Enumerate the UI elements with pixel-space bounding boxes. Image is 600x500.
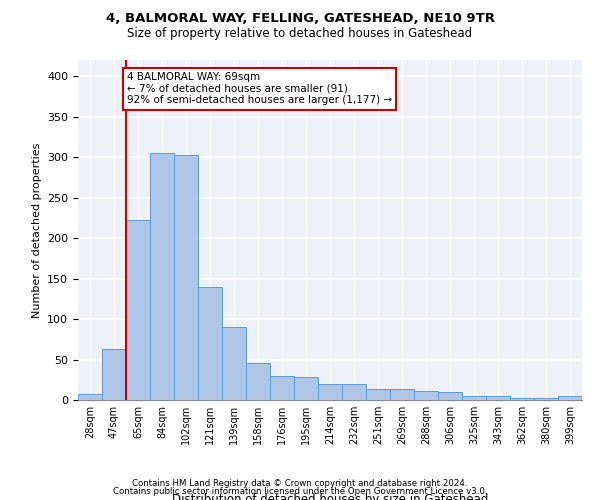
X-axis label: Distribution of detached houses by size in Gateshead: Distribution of detached houses by size …	[172, 493, 488, 500]
Y-axis label: Number of detached properties: Number of detached properties	[32, 142, 41, 318]
Bar	[78, 394, 102, 400]
Bar	[390, 388, 414, 400]
Bar	[150, 153, 174, 400]
Text: 4 BALMORAL WAY: 69sqm
← 7% of detached houses are smaller (91)
92% of semi-detac: 4 BALMORAL WAY: 69sqm ← 7% of detached h…	[127, 72, 392, 106]
Bar	[486, 396, 510, 400]
Bar	[438, 392, 462, 400]
Bar	[366, 388, 390, 400]
Bar	[294, 376, 318, 400]
Bar	[318, 384, 342, 400]
Text: Size of property relative to detached houses in Gateshead: Size of property relative to detached ho…	[127, 28, 473, 40]
Text: Contains HM Land Registry data © Crown copyright and database right 2024.: Contains HM Land Registry data © Crown c…	[132, 478, 468, 488]
Bar	[558, 396, 582, 400]
Bar	[510, 398, 534, 400]
Text: 4, BALMORAL WAY, FELLING, GATESHEAD, NE10 9TR: 4, BALMORAL WAY, FELLING, GATESHEAD, NE1…	[106, 12, 494, 26]
Bar	[342, 384, 366, 400]
Bar	[222, 327, 246, 400]
Bar	[174, 154, 198, 400]
Bar	[462, 396, 486, 400]
Bar	[102, 349, 126, 400]
Bar	[534, 398, 558, 400]
Text: Contains public sector information licensed under the Open Government Licence v3: Contains public sector information licen…	[113, 487, 487, 496]
Bar	[270, 376, 294, 400]
Bar	[198, 286, 222, 400]
Bar	[414, 391, 438, 400]
Bar	[246, 363, 270, 400]
Bar	[126, 220, 150, 400]
